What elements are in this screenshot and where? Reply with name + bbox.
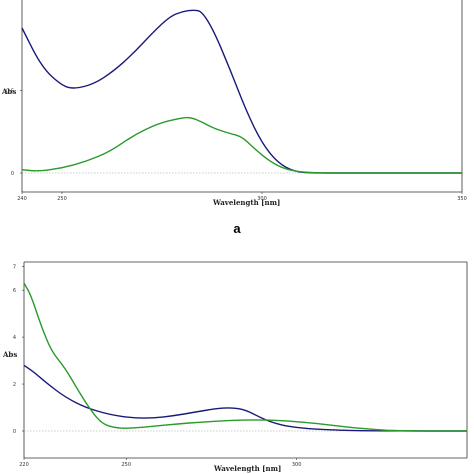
y-tick-label: 7	[13, 265, 16, 271]
chart-a-y-axis-title: Abs	[1, 87, 16, 96]
chart-b-series	[23, 282, 467, 432]
chart-a-y-ticks: 00.5	[6, 89, 22, 177]
chart-b-y-ticks: 0 2 4 6 7	[13, 265, 24, 435]
y-tick-label: 0	[11, 171, 14, 177]
chart-a: 00.5 240 250 300 350 Abs Wavelength [nm]	[1, 0, 467, 207]
x-tick-label: 350	[457, 196, 467, 202]
chart-a-x-ticks: 240 250 300 350	[17, 192, 467, 202]
x-tick-label: 240	[17, 196, 27, 202]
x-tick-label: 220	[19, 462, 29, 468]
chart-b-y-axis-title: Abs	[2, 350, 17, 359]
chart-b: 0 2 4 6 7 220 250 300 Abs Wavelength [nm]	[2, 261, 468, 473]
chart-a-series-1-line	[21, 116, 462, 174]
chart-a-series-0-line	[21, 9, 462, 174]
x-tick-label: 250	[121, 462, 131, 468]
chart-a-series	[21, 9, 462, 174]
y-tick-label: 2	[13, 382, 16, 388]
y-tick-label: 4	[13, 335, 16, 341]
x-tick-label: 300	[257, 196, 267, 202]
chart-a-x-axis-title: Wavelength [nm]	[212, 198, 280, 207]
chart-b-x-ticks: 220 250 300	[19, 458, 301, 468]
chart-b-series-0-line	[23, 364, 467, 432]
y-tick-label: 6	[13, 288, 16, 294]
panel-label-a: a	[233, 221, 241, 236]
chart-b-series-1-line	[23, 282, 467, 432]
y-tick-label: 0	[13, 429, 16, 435]
chart-b-x-axis-title: Wavelength [nm]	[213, 464, 281, 473]
x-tick-label: 300	[292, 462, 302, 468]
y-tick-label: 0.5	[6, 89, 14, 95]
x-tick-label: 250	[57, 196, 67, 202]
